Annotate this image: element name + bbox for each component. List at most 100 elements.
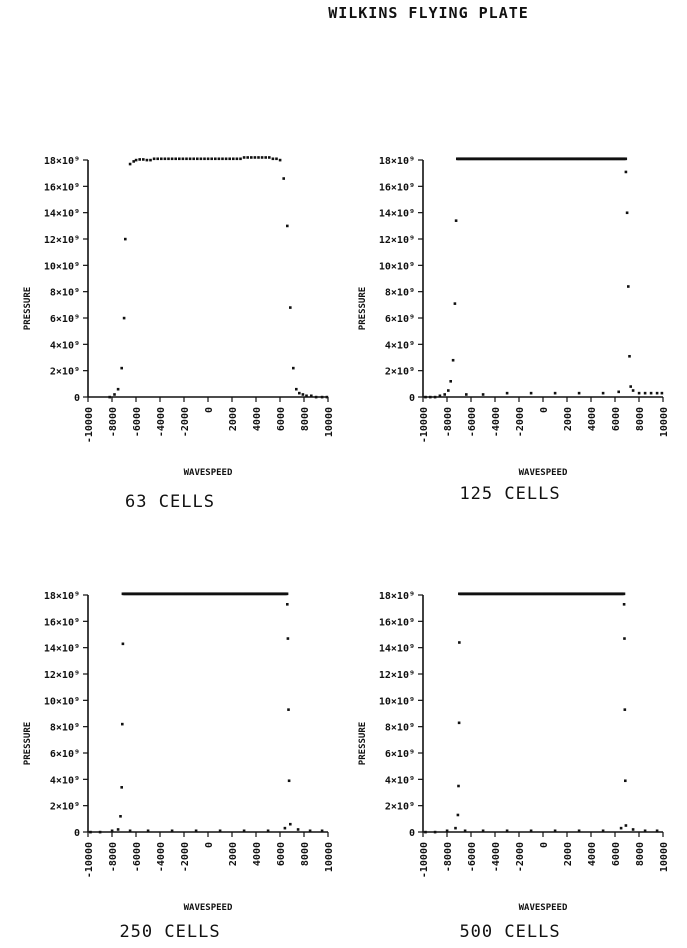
data-point <box>649 391 653 395</box>
data-point <box>167 157 170 161</box>
data-point <box>282 177 285 180</box>
data-point <box>116 828 120 831</box>
x-tick-label: -4000 <box>156 842 167 872</box>
data-point <box>619 826 623 830</box>
x-tick-label: 8000 <box>635 407 646 431</box>
chart-panel-1: 0 2×10⁹ 4×10⁹ 6×10⁹ 8×10⁹ 10×10⁹ 12×10⁹ 14×10⁹ 1… <box>0 140 340 500</box>
x-tick-label: 2000 <box>228 407 239 431</box>
data-point <box>458 641 461 644</box>
x-tick-label: 2000 <box>563 407 574 431</box>
x-tick-label: -10000 <box>419 407 430 443</box>
x-tick-label: 0 <box>539 842 550 848</box>
x-tick-label: 4000 <box>587 842 598 866</box>
data-point <box>160 157 163 161</box>
data-point <box>145 158 149 162</box>
x-axis-label: WAVESPEED <box>519 468 568 478</box>
data-point <box>122 316 126 320</box>
data-point <box>170 829 174 833</box>
data-point <box>250 156 253 159</box>
data-point <box>457 784 460 788</box>
data-point <box>429 395 432 399</box>
data-point <box>454 219 458 222</box>
data-point <box>149 158 152 162</box>
data-point <box>268 156 271 159</box>
chart-panel-2: 0 2×10⁹ 4×10⁹ 6×10⁹ 8×10⁹ 10×10⁹ 12×10⁹ 14×10⁹ 1… <box>335 140 675 500</box>
data-point <box>128 829 132 833</box>
y-tick-label: 8×10⁹ <box>385 723 415 734</box>
x-tick-label: -4000 <box>491 407 502 437</box>
data-point <box>438 394 442 398</box>
data-point <box>260 156 264 159</box>
data-point <box>643 391 647 395</box>
data-point <box>242 829 246 833</box>
data-point <box>627 285 630 288</box>
data-point <box>257 156 260 159</box>
data-point <box>637 391 641 395</box>
data-point <box>146 829 150 833</box>
y-tick-label: 8×10⁹ <box>50 723 80 734</box>
data-point <box>120 366 123 370</box>
data-point <box>424 395 427 399</box>
data-point <box>624 157 628 161</box>
data-point <box>433 830 437 834</box>
y-tick-label: 16×10⁹ <box>379 182 415 193</box>
data-point <box>178 157 181 161</box>
data-point <box>242 156 246 159</box>
x-tick-label: -4000 <box>156 407 167 437</box>
data-point <box>116 387 120 391</box>
data-point <box>624 824 628 827</box>
data-point <box>623 637 626 640</box>
data-point <box>601 829 605 833</box>
x-tick-label: 10000 <box>659 407 670 437</box>
x-tick-label: -8000 <box>108 407 119 437</box>
y-axis-label: PRESSURE <box>23 287 33 330</box>
x-tick-label: 6000 <box>276 842 287 866</box>
data-point <box>89 830 92 834</box>
data-point <box>156 157 159 161</box>
data-point <box>310 394 313 398</box>
x-tick-label: 6000 <box>611 407 622 431</box>
x-tick-label: -10000 <box>419 842 430 878</box>
data-point <box>210 157 213 161</box>
caption-1: 63 CELLS <box>125 492 215 512</box>
data-point <box>286 603 289 606</box>
data-point <box>170 157 174 161</box>
data-point <box>308 829 312 833</box>
y-tick-label: 16×10⁹ <box>44 182 80 193</box>
data-point <box>454 826 457 830</box>
data-point <box>660 391 664 395</box>
x-tick-label: -10000 <box>84 842 95 878</box>
x-tick-label: 0 <box>539 407 550 413</box>
data-point <box>128 162 132 166</box>
y-tick-label: 6×10⁹ <box>385 314 415 325</box>
data-point <box>232 157 235 161</box>
data-point <box>132 160 135 163</box>
x-tick-label: -2000 <box>515 407 526 437</box>
y-axis-label: PRESSURE <box>23 722 33 765</box>
data-point <box>529 391 533 395</box>
x-tick-label: -2000 <box>515 842 526 872</box>
data-point <box>445 829 449 833</box>
data-point <box>192 157 195 161</box>
y-tick-label: 12×10⁹ <box>44 670 80 681</box>
x-tick-label: 10000 <box>659 842 670 872</box>
data-point <box>289 822 292 826</box>
data-point <box>505 391 509 395</box>
y-tick-label: 12×10⁹ <box>379 670 415 681</box>
x-tick-label: -8000 <box>108 842 119 872</box>
data-point <box>214 157 217 161</box>
y-tick-label: 6×10⁹ <box>50 749 80 760</box>
data-point <box>617 390 620 394</box>
y-tick-label: 6×10⁹ <box>50 314 80 325</box>
data-point <box>163 157 167 161</box>
x-tick-label: -4000 <box>491 842 502 872</box>
y-tick-label: 18×10⁹ <box>44 156 80 167</box>
y-tick-label: 10×10⁹ <box>379 261 415 272</box>
y-tick-label: 4×10⁹ <box>385 775 415 786</box>
data-point <box>286 224 289 228</box>
y-tick-label: 8×10⁹ <box>385 288 415 299</box>
data-point <box>217 157 221 161</box>
data-point <box>278 158 282 162</box>
data-point <box>121 722 124 726</box>
y-tick-label: 16×10⁹ <box>379 617 415 628</box>
